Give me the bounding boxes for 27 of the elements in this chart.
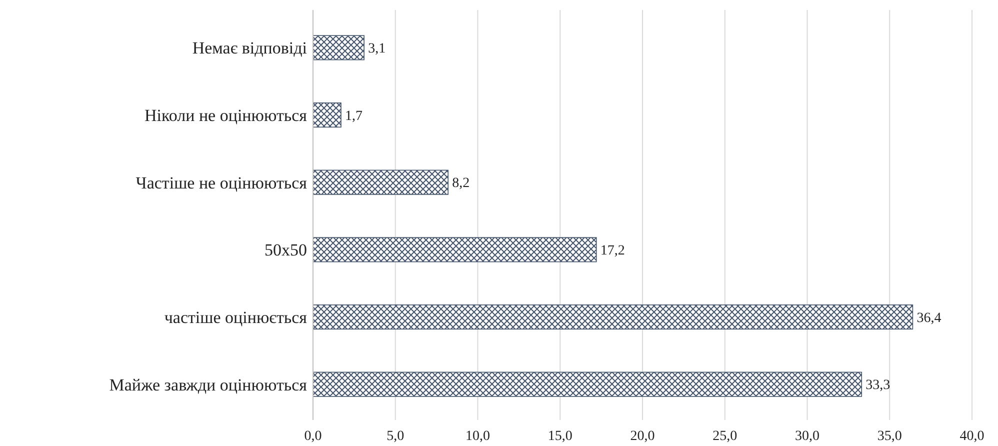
y-tick-label: Ніколи не оцінюються [144,106,308,125]
x-tick-label: 0,0 [304,429,322,444]
data-label: 17,2 [600,244,625,259]
data-label: 8,2 [452,176,470,192]
x-tick-label: 30,0 [795,429,820,444]
data-label: 3,1 [368,42,386,57]
bar [312,170,448,195]
bar [312,102,342,128]
x-tick-label: 15,0 [548,429,572,444]
data-label: 33,3 [866,378,890,394]
x-tick-label: 5,0 [386,429,404,444]
data-label: 36,4 [916,310,942,326]
x-tick-label: 35,0 [877,429,902,444]
bar [312,35,364,60]
x-tick-label: 10,0 [466,429,490,444]
bar [312,237,597,262]
data-label: 1,7 [345,108,363,124]
x-tick-label: 20,0 [630,429,655,444]
y-tick-label: частіше оцінюється [164,308,308,327]
y-tick-label: Немає відповіді [192,38,308,58]
bar [312,372,862,397]
y-tick-label: Частіше не оцінюються [136,173,308,192]
y-tick-label: Майже завжди оцінюються [109,375,308,394]
x-tick-label: 25,0 [712,429,738,444]
x-tick-label: 40,0 [960,429,984,444]
bar [312,304,914,330]
y-tick-label: 50x50 [264,240,307,260]
